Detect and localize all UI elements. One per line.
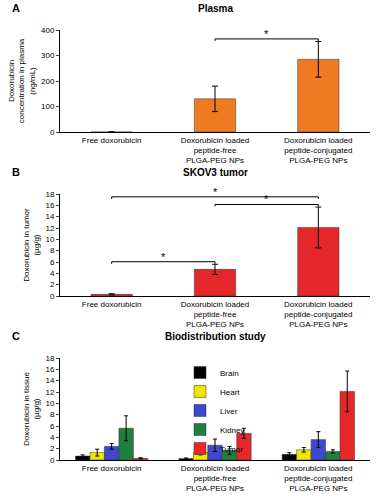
svg-text:Doxorubicin loadedpeptide-free: Doxorubicin loadedpeptide-freePLGA-PEG N…: [181, 464, 250, 494]
svg-text:8: 8: [50, 246, 55, 255]
svg-text:Kidney: Kidney: [220, 426, 244, 435]
svg-text:0: 0: [50, 292, 55, 301]
svg-text:16: 16: [45, 201, 54, 210]
svg-text:6: 6: [50, 422, 55, 431]
svg-text:10: 10: [45, 399, 54, 408]
svg-text:6: 6: [50, 258, 55, 267]
svg-text:300: 300: [41, 51, 55, 60]
svg-text:18: 18: [45, 190, 54, 199]
svg-text:Doxorubicin loadedpeptide-free: Doxorubicin loadedpeptide-freePLGA-PEG N…: [181, 136, 250, 166]
svg-text:Doxorubicin in tissue(µg/g): Doxorubicin in tissue(µg/g): [22, 372, 41, 446]
svg-text:*: *: [264, 28, 269, 40]
svg-text:Doxorubicin loadedpeptide-conj: Doxorubicin loadedpeptide-conjugatedPLGA…: [284, 464, 353, 494]
svg-text:16: 16: [45, 365, 54, 374]
svg-text:4: 4: [50, 433, 55, 442]
svg-text:10: 10: [45, 235, 54, 244]
svg-text:Doxorubicin loadedpeptide-free: Doxorubicin loadedpeptide-freePLGA-PEG N…: [181, 300, 250, 330]
svg-text:Doxorubicinconcentration in pl: Doxorubicinconcentration in plasma(ng/mL…: [7, 38, 37, 123]
svg-text:0: 0: [50, 128, 55, 137]
svg-text:B: B: [12, 166, 20, 178]
svg-text:Biodistribution study: Biodistribution study: [165, 331, 266, 342]
svg-text:0: 0: [50, 456, 55, 465]
svg-text:8: 8: [50, 410, 55, 419]
svg-text:2: 2: [50, 444, 55, 453]
svg-text:Free doxorubicin: Free doxorubicin: [82, 300, 142, 309]
svg-text:12: 12: [45, 224, 54, 233]
svg-text:4: 4: [50, 269, 55, 278]
svg-text:Free doxorubicin: Free doxorubicin: [82, 464, 142, 473]
svg-text:*: *: [161, 251, 166, 263]
svg-text:*: *: [213, 186, 218, 198]
svg-text:12: 12: [45, 388, 54, 397]
svg-text:14: 14: [45, 376, 54, 385]
svg-text:C: C: [12, 330, 20, 342]
svg-text:*: *: [264, 193, 269, 205]
svg-text:SKOV3 tumor: SKOV3 tumor: [183, 167, 248, 178]
svg-text:Doxorubicin in tumor(µg/g): Doxorubicin in tumor(µg/g): [22, 208, 41, 282]
svg-text:A: A: [12, 2, 20, 14]
svg-text:2: 2: [50, 280, 55, 289]
svg-text:100: 100: [41, 102, 55, 111]
svg-text:14: 14: [45, 212, 54, 221]
svg-text:200: 200: [41, 77, 55, 86]
svg-text:Tumor: Tumor: [220, 445, 243, 454]
svg-text:Doxorubicin loadedpeptide-conj: Doxorubicin loadedpeptide-conjugatedPLGA…: [284, 300, 353, 330]
svg-text:Plasma: Plasma: [198, 3, 233, 14]
svg-text:18: 18: [45, 354, 54, 363]
svg-text:Heart: Heart: [220, 388, 240, 397]
svg-text:400: 400: [41, 26, 55, 35]
svg-text:Brain: Brain: [220, 369, 239, 378]
svg-text:Free doxorubicin: Free doxorubicin: [82, 136, 142, 145]
svg-text:Doxorubicin loadedpeptide-conj: Doxorubicin loadedpeptide-conjugatedPLGA…: [284, 136, 353, 166]
svg-text:Liver: Liver: [220, 407, 238, 416]
